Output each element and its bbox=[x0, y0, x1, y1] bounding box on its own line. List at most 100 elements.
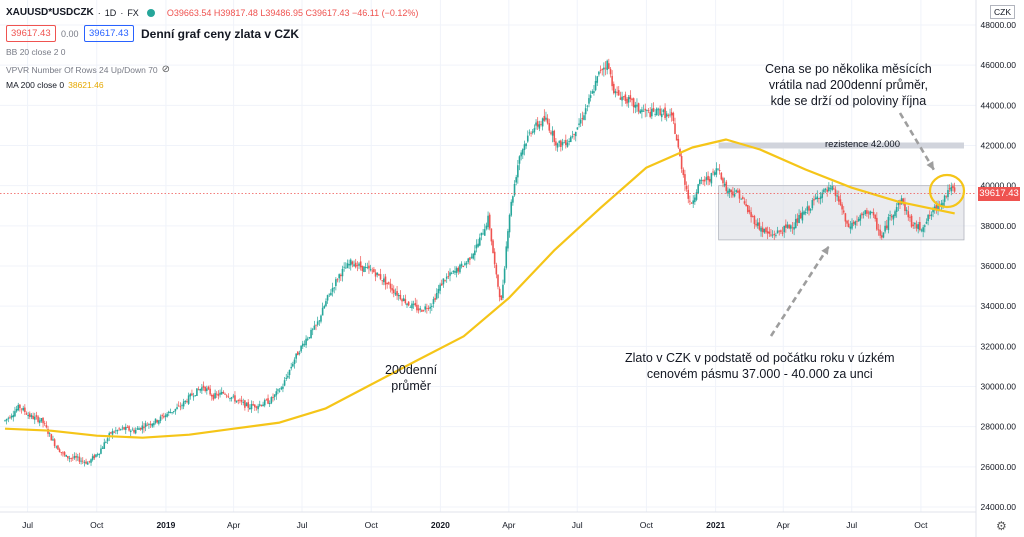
candle-body bbox=[437, 289, 440, 294]
candle-down bbox=[879, 224, 881, 239]
candle-body bbox=[505, 246, 508, 268]
candle-body bbox=[444, 280, 446, 281]
candle-up bbox=[639, 109, 642, 114]
candle-body bbox=[574, 131, 577, 137]
candle-down bbox=[457, 266, 460, 275]
candle-up bbox=[394, 288, 397, 296]
indicator-vpvr[interactable]: VPVR Number Of Rows 24 Up/Down 70 ⊘ bbox=[6, 64, 170, 75]
candle-body bbox=[606, 60, 608, 70]
candle-up bbox=[154, 418, 157, 425]
candle-down bbox=[874, 213, 876, 222]
candle-up bbox=[513, 180, 516, 197]
symbol-name[interactable]: XAUUSD*USDCZK bbox=[6, 7, 94, 18]
candle-body bbox=[196, 388, 198, 396]
candle-down bbox=[852, 220, 855, 227]
candle-down bbox=[703, 176, 706, 187]
candle-down bbox=[163, 412, 165, 419]
candle-body bbox=[158, 420, 160, 424]
candle-body bbox=[129, 430, 132, 433]
candle-down bbox=[745, 199, 747, 207]
candle-up bbox=[308, 336, 311, 340]
candle-up bbox=[477, 238, 479, 248]
time-tick-label: Oct bbox=[90, 520, 104, 530]
candle-up bbox=[851, 218, 853, 231]
candle-body bbox=[411, 303, 413, 309]
candle-up bbox=[593, 85, 595, 96]
sell-price-box[interactable]: 39617.43 bbox=[6, 25, 56, 42]
candle-down bbox=[674, 117, 676, 135]
buy-price-box[interactable]: 39617.43 bbox=[84, 25, 134, 42]
candle-body bbox=[621, 96, 623, 101]
candle-body bbox=[146, 424, 149, 426]
candle-down bbox=[239, 398, 241, 404]
candle-up bbox=[849, 220, 852, 234]
arrow-head bbox=[926, 161, 934, 170]
time-tick-label: Oct bbox=[365, 520, 379, 530]
candle-up bbox=[449, 268, 451, 282]
candle-body bbox=[601, 68, 604, 70]
candle-body bbox=[474, 250, 476, 256]
candle-body bbox=[421, 310, 423, 312]
candle-down bbox=[224, 392, 226, 396]
candle-down bbox=[427, 305, 430, 311]
currency-label[interactable]: CZK bbox=[990, 5, 1015, 19]
candle-up bbox=[164, 413, 167, 421]
candle-up bbox=[606, 59, 608, 75]
time-tick-label: Oct bbox=[914, 520, 928, 530]
candle-up bbox=[90, 458, 92, 466]
candle-body bbox=[431, 305, 433, 307]
candle-down bbox=[748, 205, 751, 215]
candle-up bbox=[298, 350, 301, 356]
candle-body bbox=[942, 202, 944, 206]
candle-up bbox=[12, 410, 15, 422]
candle-body bbox=[215, 393, 218, 395]
candle-down bbox=[856, 215, 858, 226]
candle-up bbox=[657, 107, 660, 117]
candle-body bbox=[584, 108, 587, 115]
candle-body bbox=[599, 70, 602, 71]
candle-body bbox=[889, 215, 891, 217]
range-band-rect bbox=[718, 185, 965, 241]
candle-down bbox=[225, 394, 228, 399]
candle-body bbox=[368, 265, 370, 269]
candle-body bbox=[470, 256, 473, 258]
candle-body bbox=[910, 215, 913, 227]
indicator-ma[interactable]: MA 200 close 0 38621.46 bbox=[6, 80, 104, 90]
candle-down bbox=[126, 425, 129, 428]
candle-body bbox=[32, 415, 34, 419]
candle-down bbox=[417, 304, 420, 314]
gear-icon[interactable]: ⚙ bbox=[996, 519, 1007, 533]
candle-down bbox=[599, 65, 602, 74]
candle-up bbox=[591, 89, 594, 94]
candle-down bbox=[29, 411, 31, 420]
candle-down bbox=[773, 230, 776, 240]
candle-body bbox=[316, 321, 319, 325]
candle-up bbox=[148, 422, 150, 429]
candle-up bbox=[798, 209, 800, 224]
candle-up bbox=[483, 223, 486, 236]
candle-body bbox=[90, 459, 92, 463]
candle-up bbox=[914, 222, 916, 229]
candle-up bbox=[654, 109, 656, 117]
indicator-bb[interactable]: BB 20 close 2 0 bbox=[6, 47, 66, 57]
candle-body bbox=[369, 269, 372, 271]
candle-body bbox=[179, 406, 182, 408]
candle-body bbox=[692, 200, 695, 204]
candle-up bbox=[343, 262, 345, 272]
candle-down bbox=[781, 226, 784, 237]
annotation-arrow-bottom bbox=[769, 245, 831, 337]
candle-body bbox=[63, 452, 66, 456]
candle-up bbox=[452, 270, 455, 274]
candle-body bbox=[718, 170, 721, 171]
candle-body bbox=[887, 217, 890, 231]
candle-up bbox=[884, 220, 886, 234]
symbol-dot-separator: · bbox=[97, 7, 101, 18]
interval-label[interactable]: 1D bbox=[104, 7, 117, 18]
candle-body bbox=[629, 95, 632, 100]
candle-up bbox=[576, 127, 579, 130]
candle-body bbox=[924, 225, 926, 227]
candle-down bbox=[730, 189, 733, 198]
candle-up bbox=[717, 168, 719, 171]
eye-hidden-icon[interactable]: ⊘ bbox=[161, 64, 171, 75]
